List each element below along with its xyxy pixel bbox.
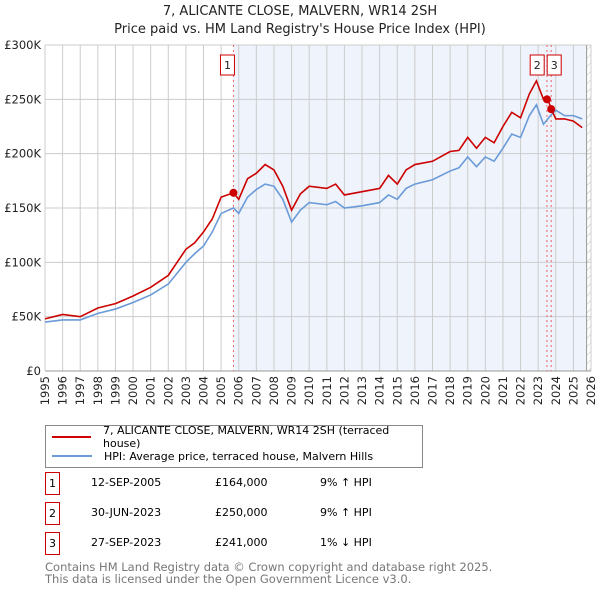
x-tick-label: 2002 — [161, 376, 175, 405]
legend-label: HPI: Average price, terraced house, Malv… — [104, 449, 374, 463]
x-tick-label: 2011 — [320, 376, 334, 405]
marker-label: 3 — [551, 59, 558, 72]
y-tick-label: £150K — [4, 201, 41, 215]
x-tick-label: 1996 — [56, 376, 70, 405]
legend: 7, ALICANTE CLOSE, MALVERN, WR14 2SH (te… — [45, 424, 423, 468]
x-tick-label: 2013 — [355, 376, 369, 405]
marker-label-box — [546, 54, 562, 76]
y-tick-label: £300K — [4, 38, 41, 52]
x-tick-label: 1995 — [38, 376, 52, 405]
x-tick-label: 2005 — [214, 376, 228, 405]
x-tick-label: 2023 — [531, 376, 545, 405]
transaction-date: 27-SEP-2023 — [91, 536, 162, 549]
price-chart: 1995 1996 1997 1998 1999 2000 2001 2002 2003 2004… — [4, 38, 598, 405]
x-tick-label: 2020 — [478, 376, 492, 405]
chart-subtitle: Price paid vs. HM Land Registry's House … — [114, 22, 486, 37]
transaction-number: 1 — [45, 472, 60, 495]
x-tick-label: 2000 — [126, 376, 140, 405]
legend-item-hpi: HPI: Average price, terraced house, Malv… — [46, 447, 373, 465]
footer-line: Contains HM Land Registry data © Crown c… — [45, 560, 493, 574]
transaction-price: £241,000 — [215, 536, 268, 549]
transaction-hpi: 9% ↑ HPI — [320, 476, 372, 489]
x-tick-label: 2022 — [514, 376, 528, 405]
transaction-price: £164,000 — [215, 476, 268, 489]
marker-label: 1 — [224, 59, 231, 72]
x-tick-label: 2016 — [408, 376, 422, 405]
property-price-line — [44, 78, 583, 320]
transaction-date: 30-JUN-2023 — [91, 506, 162, 519]
marker-label-box — [219, 54, 235, 76]
x-tick-label: 2025 — [566, 376, 580, 405]
y-tick-label: £200K — [4, 147, 41, 161]
legend-line-red — [52, 436, 91, 438]
transaction-hpi: 9% ↑ HPI — [320, 506, 372, 519]
x-tick-label: 2003 — [179, 376, 193, 405]
transaction-date: 12-SEP-2005 — [91, 476, 162, 489]
x-tick-label: 2021 — [496, 376, 510, 405]
x-tick-label: 1998 — [91, 376, 105, 405]
chart-title: 7, ALICANTE CLOSE, MALVERN, WR14 2SH — [162, 4, 438, 19]
sale-marker-1 — [229, 188, 238, 197]
hpi-line — [44, 102, 583, 323]
x-tick-label: 1999 — [108, 376, 122, 405]
x-tick-label: 2014 — [373, 376, 387, 405]
legend-item-property: 7, ALICANTE CLOSE, MALVERN, WR14 2SH (te… — [46, 424, 422, 450]
x-tick-label: 2017 — [425, 376, 439, 405]
x-tick-label: 2012 — [337, 376, 351, 405]
marker-label-box — [529, 54, 545, 76]
x-tick-label: 2007 — [249, 376, 263, 405]
x-tick-label: 2001 — [144, 376, 158, 405]
y-tick-label: £250K — [4, 92, 41, 106]
x-tick-label: 2008 — [267, 376, 281, 405]
legend-label: 7, ALICANTE CLOSE, MALVERN, WR14 2SH (te… — [103, 424, 390, 450]
x-tick-label: 2015 — [390, 376, 404, 405]
x-tick-label: 2019 — [461, 376, 475, 405]
footer-line: This data is licensed under the Open Gov… — [45, 572, 412, 586]
transaction-hpi: 1% ↓ HPI — [320, 536, 372, 549]
x-tick-label: 2010 — [302, 376, 316, 405]
x-tick-label: 2024 — [549, 376, 563, 405]
x-tick-label: 2004 — [197, 376, 211, 405]
transaction-number: 3 — [45, 532, 60, 555]
x-tick-label: 2018 — [443, 376, 457, 405]
sale-marker-2 — [542, 95, 551, 104]
y-tick-label: £100K — [4, 255, 41, 269]
transaction-price: £250,000 — [215, 506, 268, 519]
y-tick-label: £0 — [26, 364, 41, 378]
x-tick-label: 2009 — [285, 376, 299, 405]
y-tick-label: £50K — [12, 310, 42, 324]
legend-line-blue — [52, 455, 92, 457]
footer: Contains HM Land Registry data © Crown c… — [45, 561, 492, 585]
x-tick-label: 2006 — [232, 376, 246, 405]
x-tick-label: 2026 — [584, 376, 598, 405]
x-tick-label: 1997 — [73, 376, 87, 405]
transaction-number: 2 — [45, 502, 60, 525]
marker-label: 2 — [534, 59, 541, 72]
sale-marker-3 — [547, 105, 556, 114]
